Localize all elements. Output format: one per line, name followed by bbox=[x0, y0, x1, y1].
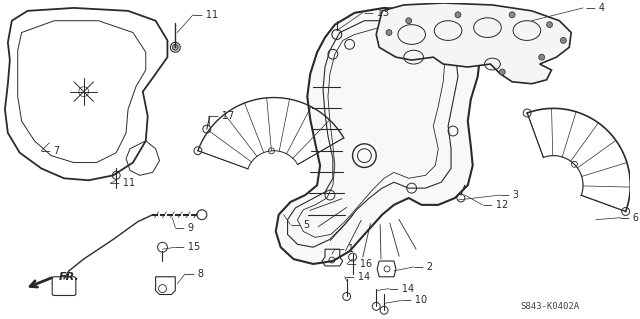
Text: — 12: — 12 bbox=[483, 200, 508, 210]
Polygon shape bbox=[376, 3, 572, 84]
Polygon shape bbox=[276, 8, 481, 264]
Circle shape bbox=[386, 30, 392, 35]
Text: S843-K0402A: S843-K0402A bbox=[520, 302, 579, 311]
Text: — 6: — 6 bbox=[620, 213, 639, 223]
Text: — 7: — 7 bbox=[42, 146, 61, 156]
Text: FR.: FR. bbox=[59, 272, 80, 282]
Text: — 3: — 3 bbox=[500, 190, 519, 200]
Circle shape bbox=[455, 12, 461, 18]
Circle shape bbox=[509, 12, 515, 18]
Circle shape bbox=[547, 22, 552, 28]
Text: — 13: — 13 bbox=[364, 8, 390, 18]
Circle shape bbox=[172, 44, 179, 50]
Text: — 4: — 4 bbox=[586, 3, 605, 13]
Text: — 1: — 1 bbox=[335, 244, 354, 254]
Circle shape bbox=[539, 54, 545, 60]
Text: — 11: — 11 bbox=[110, 178, 136, 188]
Text: — 5: — 5 bbox=[291, 219, 310, 230]
Text: — 14: — 14 bbox=[345, 272, 370, 282]
Circle shape bbox=[406, 18, 412, 24]
Text: — 17: — 17 bbox=[209, 111, 234, 121]
Text: — 15: — 15 bbox=[175, 242, 200, 252]
Text: — 11: — 11 bbox=[193, 10, 218, 20]
Text: — 8: — 8 bbox=[185, 269, 204, 279]
Text: — 14: — 14 bbox=[389, 284, 414, 293]
Text: — 2: — 2 bbox=[413, 262, 433, 272]
Circle shape bbox=[499, 69, 505, 75]
Text: — 16: — 16 bbox=[347, 259, 372, 269]
Text: — 9: — 9 bbox=[175, 223, 195, 233]
Text: — 10: — 10 bbox=[402, 295, 427, 305]
Circle shape bbox=[561, 37, 566, 43]
